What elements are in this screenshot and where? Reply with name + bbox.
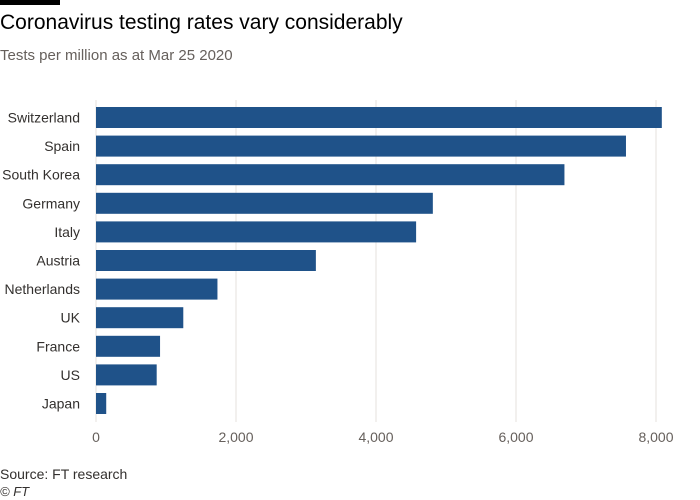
category-label: US (61, 367, 80, 383)
bar-austria (96, 250, 316, 271)
category-label: Austria (36, 253, 80, 269)
bar-switzerland (96, 107, 662, 128)
category-label: Netherlands (5, 281, 81, 297)
category-label: UK (61, 310, 81, 326)
bar-japan (96, 393, 107, 414)
category-label: Germany (22, 195, 80, 211)
category-label: Switzerland (8, 110, 80, 126)
bar-france (96, 335, 161, 357)
x-tick-label: 8,000 (638, 429, 673, 445)
bar-spain (96, 135, 626, 157)
x-tick-label: 6,000 (498, 429, 533, 445)
copyright-credit: © FT (0, 484, 30, 499)
bar-uk (96, 307, 184, 329)
chart-subtitle: Tests per million as at Mar 25 2020 (0, 47, 233, 64)
category-label: Spain (44, 138, 80, 154)
category-label: South Korea (2, 167, 80, 183)
source-note: Source: FT research (0, 466, 128, 482)
bar-germany (96, 192, 433, 214)
x-tick-label: 0 (92, 429, 100, 445)
bar-south-korea (96, 164, 565, 186)
category-label: Japan (42, 396, 80, 412)
bar-italy (96, 221, 417, 243)
chart-title: Coronavirus testing rates vary considera… (0, 11, 403, 34)
category-label: France (36, 338, 80, 354)
header-accent-bar (0, 0, 60, 5)
x-tick-label: 4,000 (358, 429, 393, 445)
x-tick-label: 2,000 (218, 429, 253, 445)
bar-netherlands (96, 278, 218, 300)
bar-us (96, 364, 157, 386)
category-label: Italy (54, 224, 80, 240)
